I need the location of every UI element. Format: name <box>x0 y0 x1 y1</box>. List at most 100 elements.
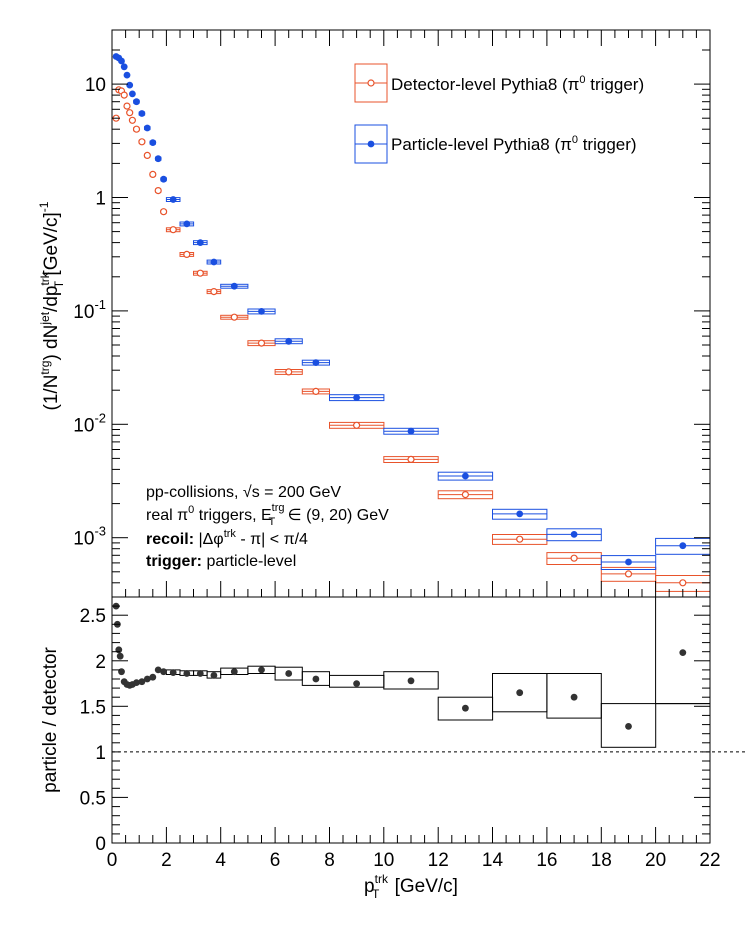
xtick-label-5: 10 <box>373 850 394 871</box>
bottom-ytick-label-3: 1.5 <box>80 697 106 718</box>
annotation-line-1: pp-collisions, √s = 200 GeV <box>146 484 341 501</box>
ratio-syst-box-28 <box>600 703 657 748</box>
point-particle-24 <box>516 510 524 518</box>
point-particle-12 <box>160 175 168 183</box>
ratio-point-24 <box>407 677 415 685</box>
point-particle-21 <box>353 394 360 401</box>
xtick-label-3: 6 <box>270 850 281 871</box>
point-particle-18 <box>258 308 265 315</box>
bottom-ytick-label-1: 0.5 <box>80 788 106 809</box>
legend: Detector-level Pythia8 (π0 trigger) Part… <box>354 63 644 164</box>
point-particle-19 <box>285 337 293 345</box>
point-detector-16 <box>210 288 218 296</box>
legend-entry-detector: Detector-level Pythia8 (π0 trigger) <box>354 63 644 103</box>
point-particle-23 <box>462 472 469 480</box>
point-detector-14 <box>183 250 191 258</box>
point-particle-26 <box>625 558 632 566</box>
point-detector-23 <box>461 491 469 499</box>
point-detector-6 <box>128 116 136 124</box>
point-detector-3 <box>120 91 128 99</box>
point-particle-7 <box>133 98 140 106</box>
bottom-ytick-label-5: 2.5 <box>80 606 106 627</box>
point-particle-20 <box>312 359 320 366</box>
xtick-label-10: 20 <box>645 850 666 871</box>
point-detector-8 <box>138 138 146 146</box>
top-ytick-label-3: 10-2 <box>73 410 106 436</box>
bottom-axis-ticks <box>111 596 711 844</box>
xtick-label-7: 14 <box>482 850 504 871</box>
point-particle-5 <box>126 81 134 89</box>
point-detector-10 <box>149 170 157 178</box>
ratio-point-20 <box>258 666 265 674</box>
x-axis-title: ptrk T [GeV/c] <box>364 872 458 901</box>
point-detector-4 <box>123 102 131 110</box>
ratio-syst-box-24 <box>383 671 439 690</box>
plot-annotation: pp-collisions, √s = 200 GeV real π0 trig… <box>146 484 389 570</box>
legend-entry-particle: Particle-level Pythia8 (π0 trigger) <box>354 124 637 164</box>
xtick-label-4: 8 <box>324 850 335 871</box>
top-data-points <box>112 53 710 587</box>
bottom-panel: 0 0.5 1 1.5 2 2.5 0 2 4 6 8 10 12 14 16 18 20 22 particl… <box>40 596 746 901</box>
point-detector-27 <box>679 579 687 587</box>
ratio-point-14 <box>160 668 168 676</box>
bottom-ytick-label-2: 1 <box>95 743 106 764</box>
top-y-tick-labels: 10 1 10-1 10-2 10-3 <box>73 75 106 550</box>
xtick-label-11: 22 <box>699 850 720 871</box>
point-particle-11 <box>154 155 162 163</box>
point-particle-14 <box>183 220 191 228</box>
ratio-point-22 <box>312 675 320 683</box>
point-detector-5 <box>126 109 134 117</box>
ratio-syst-box-27 <box>546 673 602 719</box>
top-panel: 10 1 10-1 10-2 10-3 (1/Ntrg) dNjet/dptrkT [G… <box>37 29 711 598</box>
x-tick-labels: 0 2 4 6 8 10 12 14 16 18 20 22 <box>107 850 721 871</box>
bottom-ytick-label-4: 2 <box>95 652 106 673</box>
bottom-y-tick-labels: 0 0.5 1 1.5 2 2.5 <box>80 606 106 855</box>
top-y-axis-title: (1/Ntrg) dNjet/dptrkT [GeV/c]-1 <box>37 201 66 410</box>
point-particle-6 <box>129 90 136 98</box>
ratio-point-10 <box>138 678 146 686</box>
syst-box-s1-p26 <box>600 555 657 570</box>
point-detector-19 <box>285 368 293 376</box>
point-particle-4 <box>123 71 131 79</box>
ratio-point-19 <box>230 668 238 676</box>
point-particle-15 <box>196 239 204 247</box>
legend-label-particle: Particle-level Pythia8 (π0 trigger) <box>391 134 637 154</box>
ratio-point-23 <box>353 680 360 687</box>
bottom-y-axis-title: particle / detector <box>40 646 61 792</box>
xtick-label-2: 4 <box>215 850 226 871</box>
ratio-point-21 <box>285 670 293 677</box>
ratio-point-27 <box>570 693 578 701</box>
top-ytick-label-2: 10-1 <box>73 297 106 323</box>
point-particle-13 <box>169 196 177 203</box>
ratio-point-25 <box>462 704 469 712</box>
xtick-label-1: 2 <box>161 850 172 871</box>
point-detector-15 <box>196 269 204 277</box>
top-axis-ticks <box>111 29 711 598</box>
xtick-label-0: 0 <box>107 850 118 871</box>
ratio-point-18 <box>210 672 218 679</box>
ratio-point-26 <box>516 689 524 697</box>
top-ytick-label-0: 10 <box>85 75 106 96</box>
point-particle-22 <box>407 427 415 435</box>
point-particle-8 <box>138 110 146 117</box>
point-detector-26 <box>624 570 633 578</box>
point-particle-3 <box>120 63 128 71</box>
top-ytick-label-1: 1 <box>95 189 106 210</box>
bottom-ytick-label-0: 0 <box>95 834 106 855</box>
point-particle-10 <box>149 139 157 147</box>
ratio-point-16 <box>183 670 191 677</box>
point-detector-17 <box>230 313 238 321</box>
ratio-point-28 <box>625 723 632 730</box>
point-particle-16 <box>210 258 218 266</box>
legend-label-detector: Detector-level Pythia8 (π0 trigger) <box>391 74 644 94</box>
point-particle-9 <box>143 124 151 132</box>
xtick-label-6: 12 <box>428 850 449 871</box>
point-detector-11 <box>154 187 162 195</box>
ratio-point-4 <box>118 668 125 676</box>
point-detector-21 <box>353 421 361 429</box>
point-detector-25 <box>570 554 578 562</box>
ratio-point-15 <box>169 669 177 676</box>
ratio-point-13 <box>154 666 162 674</box>
